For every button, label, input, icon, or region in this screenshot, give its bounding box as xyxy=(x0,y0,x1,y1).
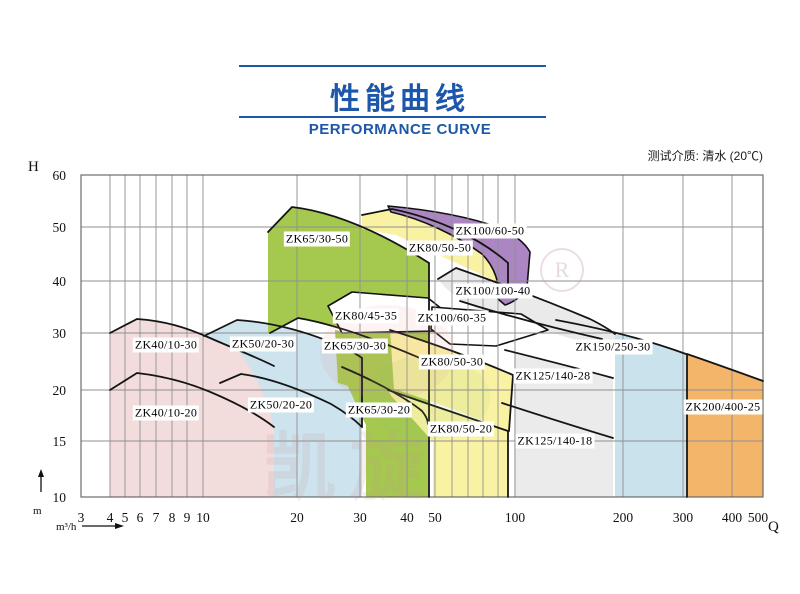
y-axis-tick-label: 40 xyxy=(53,274,67,289)
performance-curve xyxy=(387,389,509,432)
performance-curve xyxy=(109,372,275,428)
x-axis-tick-label: 6 xyxy=(137,510,144,525)
y-axis-symbol: H xyxy=(28,159,39,175)
performance-curve xyxy=(504,349,614,379)
x-axis-tick-label: 20 xyxy=(290,510,304,525)
performance-curve xyxy=(555,319,687,355)
x-axis-tick-label: 5 xyxy=(122,510,129,525)
x-axis-tick-label: 4 xyxy=(107,510,114,525)
x-axis-tick-label: 7 xyxy=(153,510,160,525)
performance-curve xyxy=(459,300,603,340)
x-axis-arrowhead xyxy=(115,523,124,529)
x-axis-tick-label: 50 xyxy=(428,510,442,525)
x-axis-unit: m³/h xyxy=(56,521,77,533)
performance-curve xyxy=(361,208,509,264)
x-axis-tick-label: 300 xyxy=(673,510,694,525)
y-axis-unit: m xyxy=(33,505,42,517)
x-axis-tick-label: 9 xyxy=(184,510,191,525)
x-axis-tick-label: 500 xyxy=(748,510,769,525)
performance-curve xyxy=(389,329,514,376)
page-title: 性能曲线 xyxy=(330,83,470,116)
pump-region-area xyxy=(556,320,686,497)
performance-curve xyxy=(437,267,616,335)
performance-curve xyxy=(501,402,614,439)
x-axis-tick-label: 200 xyxy=(613,510,634,525)
x-axis-tick-label: 3 xyxy=(78,510,85,525)
y-axis-tick-label: 30 xyxy=(53,326,67,341)
performance-curve xyxy=(341,366,429,425)
x-axis-tick-label: 30 xyxy=(353,510,367,525)
performance-curve xyxy=(219,373,363,428)
performance-curve xyxy=(686,353,764,382)
y-axis-tick-label: 15 xyxy=(53,434,67,449)
x-axis-tick-label: 40 xyxy=(400,510,414,525)
title-top-rule xyxy=(239,65,546,67)
title-bottom-rule xyxy=(239,116,546,118)
y-axis-tick-label: 60 xyxy=(53,168,67,183)
y-axis-tick-label: 50 xyxy=(53,220,67,235)
performance-curve xyxy=(508,374,514,432)
pump-region-area xyxy=(687,354,763,497)
x-axis-tick-label: 400 xyxy=(722,510,743,525)
page-subtitle: PERFORMANCE CURVE xyxy=(308,121,492,138)
pump-region-area xyxy=(388,390,508,497)
performance-curve xyxy=(109,318,275,367)
x-axis-tick-label: 10 xyxy=(196,510,210,525)
pump-region-area xyxy=(505,350,613,497)
x-axis-symbol: Q xyxy=(768,519,779,535)
y-axis-tick-label: 10 xyxy=(53,490,67,505)
plot-border xyxy=(80,174,764,498)
x-axis-tick-label: 100 xyxy=(505,510,526,525)
y-axis-arrowhead xyxy=(38,469,44,477)
x-axis-tick-label: 8 xyxy=(169,510,176,525)
test-medium-note: 测试介质: 清水 (20℃) xyxy=(647,149,763,163)
performance-curve xyxy=(269,317,430,363)
pump-region-area xyxy=(342,367,428,497)
y-axis-tick-label: 20 xyxy=(53,383,67,398)
